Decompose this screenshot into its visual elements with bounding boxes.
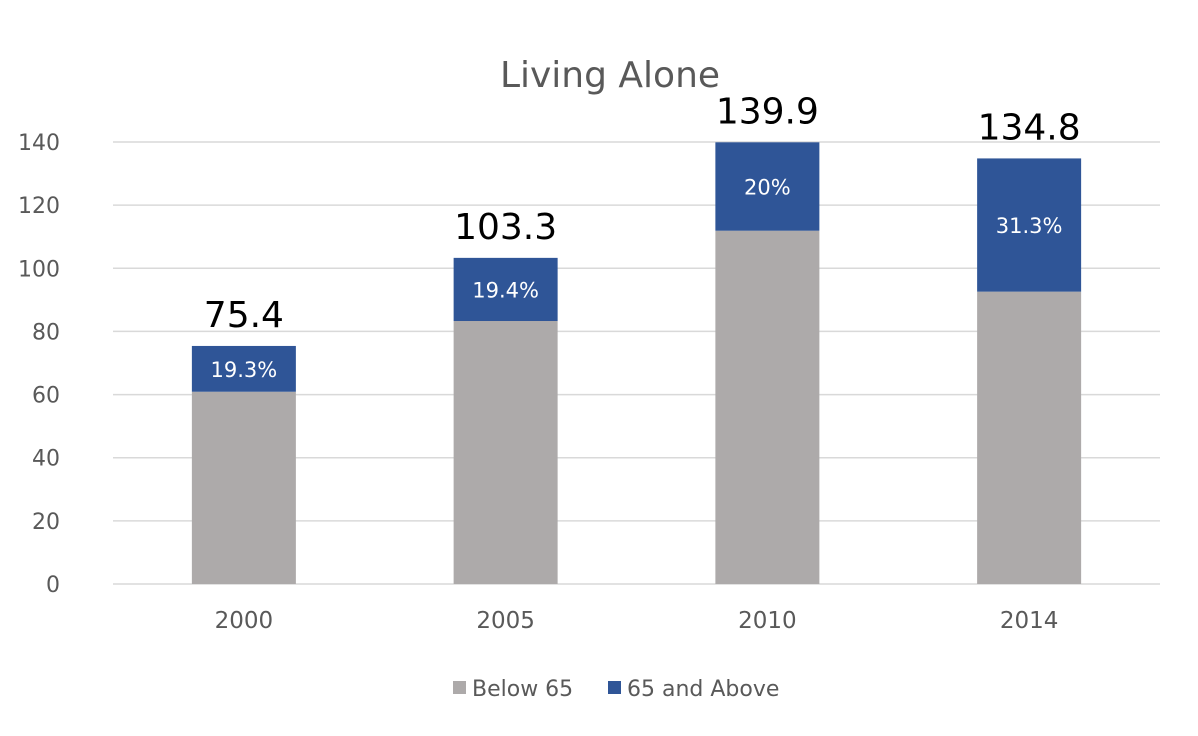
legend: Below 65 65 and Above (453, 677, 779, 702)
segment-label-2010: 20% (744, 176, 791, 200)
total-label-2000: 75.4 (204, 295, 284, 336)
x-tick-label: 2010 (738, 608, 797, 634)
legend-swatch-65-and-above (608, 681, 621, 694)
chart-title: Living Alone (500, 55, 720, 96)
bar-below-65-2014 (977, 291, 1082, 584)
bar-below-65-2010 (715, 230, 820, 585)
legend-swatch-below-65 (453, 681, 466, 694)
total-label-2014: 134.8 (978, 107, 1081, 148)
bar-below-65-2000 (191, 391, 296, 584)
legend-label-below-65: Below 65 (472, 677, 573, 702)
x-axis-ticks: 2000 2005 2010 2014 (215, 608, 1059, 634)
y-tick-label: 60 (32, 384, 60, 409)
data-labels: 19.3% 75.4 19.4% 103.3 20% 139.9 31.3% 134.8 (204, 91, 1081, 382)
x-tick-label: 2000 (215, 608, 274, 634)
legend-label-65-and-above: 65 and Above (627, 677, 779, 702)
segment-label-2014: 31.3% (996, 214, 1063, 238)
bar-65-and-above-2010 (715, 142, 820, 231)
bar-65-and-above-2014 (977, 158, 1082, 292)
y-axis-ticks: 0 20 40 60 80 100 120 140 (18, 131, 60, 598)
y-tick-label: 80 (32, 320, 60, 345)
bar-65-and-above-2005 (453, 257, 558, 322)
segment-label-2005: 19.4% (472, 278, 539, 302)
x-tick-label: 2014 (1000, 608, 1059, 634)
y-tick-label: 100 (18, 257, 60, 282)
y-tick-label: 40 (32, 447, 60, 472)
bar-65-and-above-2000 (191, 345, 296, 392)
y-tick-label: 20 (32, 510, 60, 535)
bar-below-65-2005 (453, 321, 558, 584)
y-tick-label: 0 (46, 573, 60, 598)
y-tick-label: 120 (18, 194, 60, 219)
total-label-2005: 103.3 (454, 207, 557, 248)
bars (191, 142, 1082, 585)
total-label-2010: 139.9 (716, 91, 819, 132)
segment-label-2000: 19.3% (211, 358, 278, 382)
y-tick-label: 140 (18, 131, 60, 156)
x-tick-label: 2005 (476, 608, 535, 634)
